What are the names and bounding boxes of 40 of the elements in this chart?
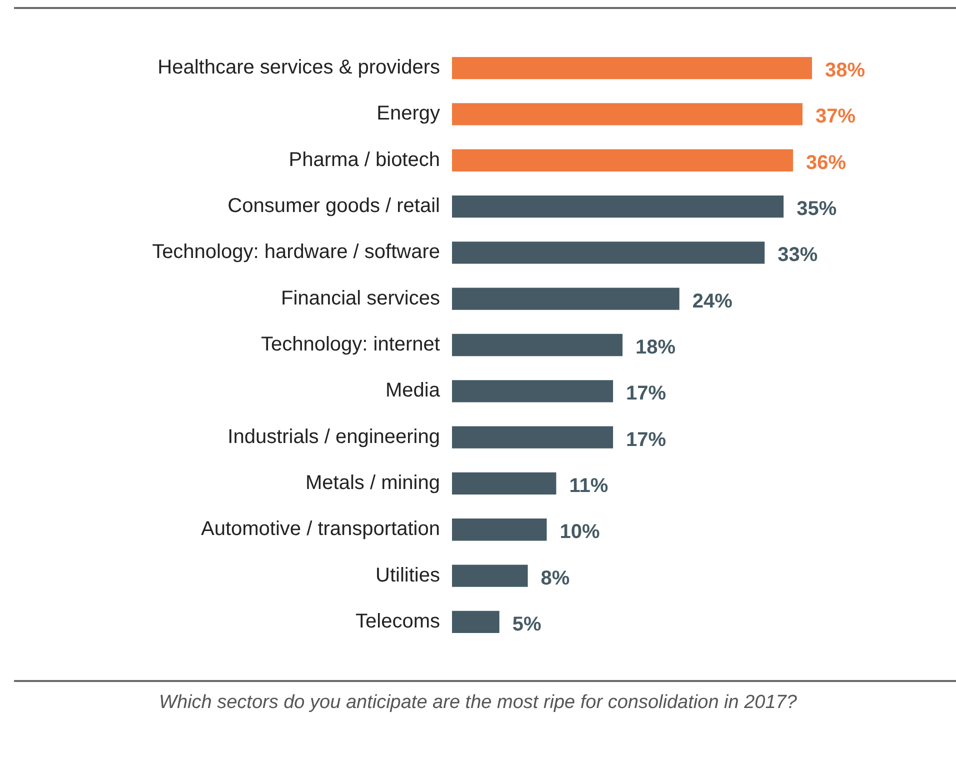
bar [452,242,765,264]
bar [452,426,614,448]
y-tick-label: Technology: internet [260,334,440,356]
y-tick-label: Media [386,380,441,402]
y-tick-label: Pharma / biotech [288,148,440,171]
data-label: 38% [825,60,866,82]
data-label: 8% [540,567,570,590]
data-label: 35% [796,198,837,220]
y-tick-label: Financial services [281,287,440,310]
bar [452,149,794,172]
text: Which sectors do you anticipate are the most ripe for consolidation in 2017? [158,692,798,714]
data-label: 5% [512,613,542,636]
data-label: 11% [569,474,608,497]
y-tick-label: Metals / mining [306,472,440,494]
y-tick-label: Automotive / transportation [200,518,440,540]
bar [452,518,547,541]
bar [452,57,812,80]
bar [452,288,680,310]
y-tick-label: Telecoms [356,610,440,632]
bar [452,380,614,402]
bar [452,103,803,126]
data-label: 17% [626,428,666,451]
y-tick-label: Technology: hardware / software [152,241,440,264]
data-label: 10% [560,521,600,544]
data-label: 18% [636,336,676,359]
bar [452,564,528,587]
data-label: 36% [806,152,846,174]
data-label: 37% [816,106,856,128]
bar [452,472,556,495]
data-label: 24% [692,290,733,312]
y-tick-label: Consumer goods / retail [228,195,440,218]
data-label: 17% [626,382,666,405]
data-label: 33% [778,244,818,266]
y-tick-label: Energy [376,102,440,125]
bar [452,610,500,633]
bar [452,334,623,356]
y-tick-label: Healthcare services & providers [158,56,440,79]
y-tick-label: Utilities [376,564,440,586]
bar [452,195,784,218]
y-tick-label: Industrials / engineering [228,426,440,448]
